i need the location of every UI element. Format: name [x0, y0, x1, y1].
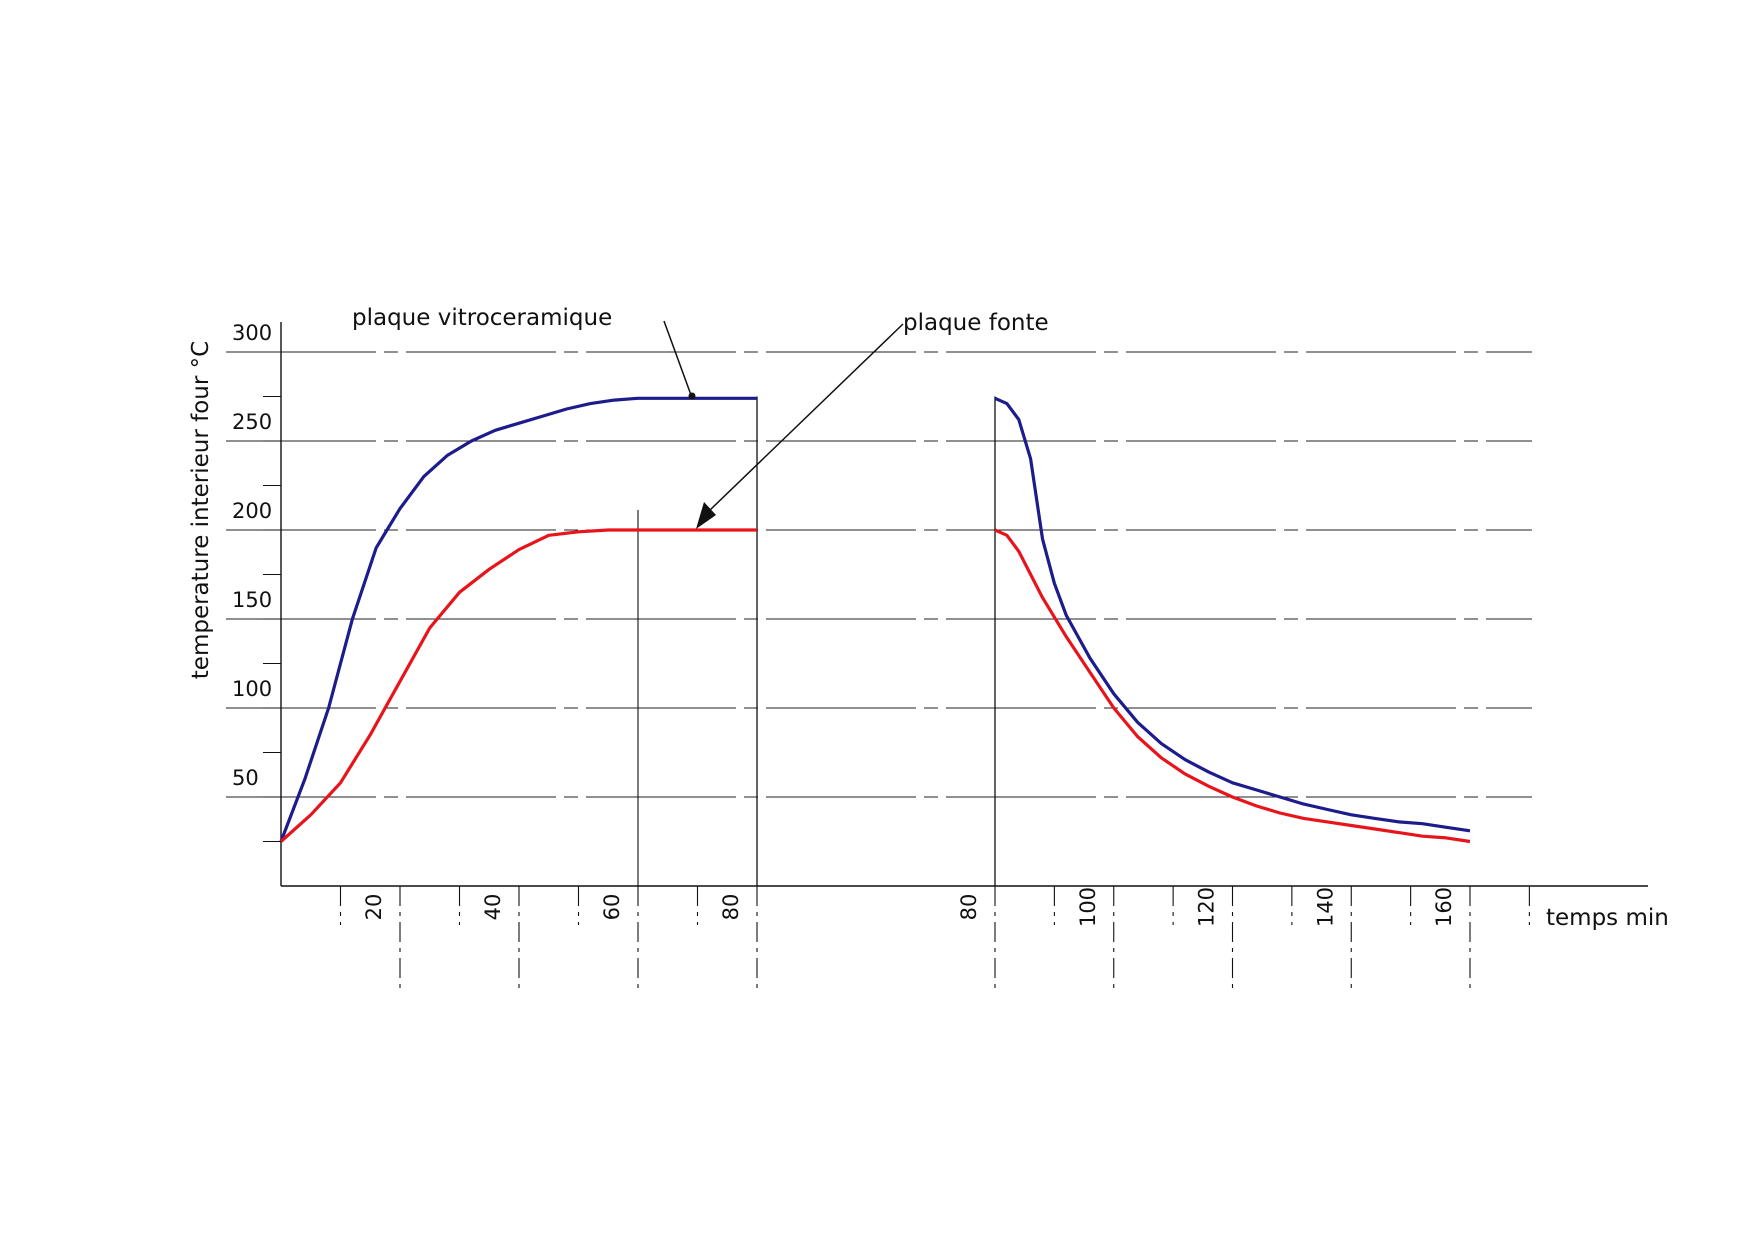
- tick-labels: 50 100 150 200 250 300 20 40 60 80 80 100 120 140 160: [232, 321, 1456, 927]
- series-vitroceramique-segment-1: [994, 396, 1471, 833]
- axes: [263, 322, 1648, 990]
- x-tick-label-160: 160: [1432, 887, 1456, 927]
- y-tick-label-150: 150: [232, 588, 272, 612]
- series-vitroceramique-segment-0: [279, 396, 757, 843]
- x-tick-label-80: 80: [719, 894, 743, 921]
- series-lines: [279, 396, 1471, 844]
- x-axis-label: temps min: [1546, 905, 1669, 931]
- x-tick-label-40: 40: [481, 894, 505, 921]
- series-fonte-segment-1: [994, 528, 1471, 844]
- annotation-leader-vitroceramique: [663, 320, 692, 396]
- y-tick-label-100: 100: [232, 677, 272, 701]
- annotations: plaque vitroceramique plaque fonte: [352, 305, 1049, 529]
- annotation-plaque-vitroceramique: plaque vitroceramique: [352, 305, 612, 331]
- x-tick-label-100: 100: [1076, 887, 1100, 927]
- annotation-plaque-fonte: plaque fonte: [903, 310, 1049, 336]
- annotation-arrowhead-fonte: [696, 502, 716, 529]
- series-fonte-segment-0: [279, 528, 757, 843]
- annotation-dot-vitroceramique: [688, 392, 696, 400]
- x-tick-label-140: 140: [1313, 887, 1337, 927]
- y-axis-label: temperature interieur four °C: [188, 341, 214, 679]
- y-tick-label-200: 200: [232, 499, 272, 523]
- annotation-leader-fonte: [709, 323, 904, 511]
- grid-lines: [226, 351, 1532, 798]
- x-tick-label-120: 120: [1195, 887, 1219, 927]
- y-tick-label-250: 250: [232, 410, 272, 434]
- x-tick-label-20: 20: [362, 894, 386, 921]
- y-tick-label-300: 300: [232, 321, 272, 345]
- y-tick-label-50: 50: [232, 766, 259, 790]
- x-tick-label-60: 60: [600, 894, 624, 921]
- x-tick-label-80: 80: [957, 894, 981, 921]
